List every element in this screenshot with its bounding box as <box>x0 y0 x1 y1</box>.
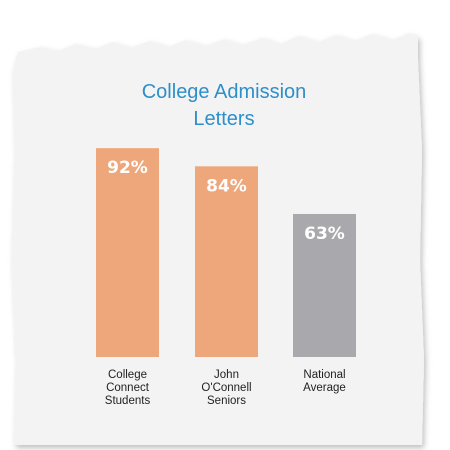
value-label-3: 63% <box>304 224 345 244</box>
bar-3 <box>293 213 356 357</box>
category-label-2: John O'Connell Seniors <box>201 369 251 407</box>
bar-1 <box>96 148 159 357</box>
value-label-1: 92% <box>107 158 148 178</box>
category-label-1: College Connect Students <box>105 369 151 407</box>
category-label-3: National Average <box>303 369 346 394</box>
category-label-group: College Connect Students John O'Connell Senio… <box>105 369 346 407</box>
chart-title-line-1: College Admission <box>142 81 307 103</box>
chart-title-line-2: Letters <box>193 108 254 130</box>
bar-group <box>96 148 356 357</box>
bar-2 <box>195 166 258 357</box>
value-label-group: 92% 84% 63% <box>107 158 345 244</box>
value-label-2: 84% <box>206 176 247 196</box>
